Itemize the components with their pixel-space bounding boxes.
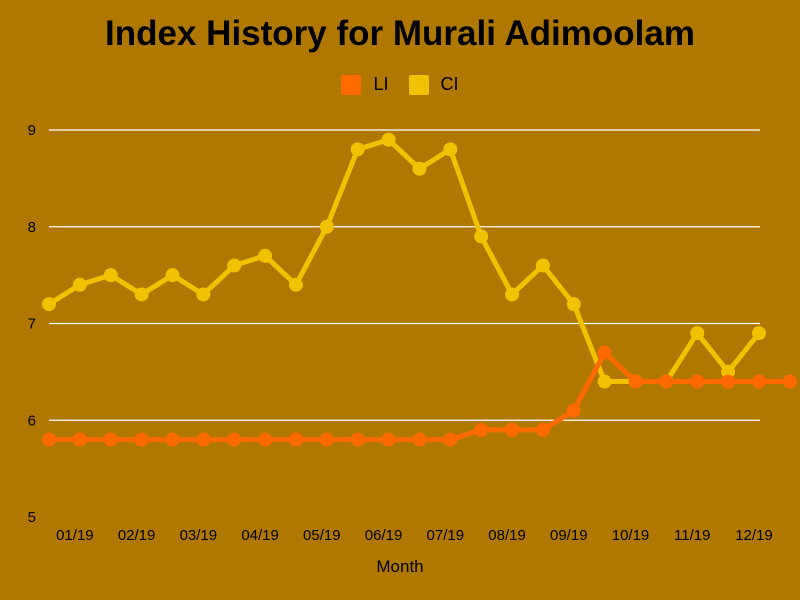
x-tick-label: 03/19 bbox=[180, 527, 218, 544]
data-point-ci bbox=[319, 219, 334, 234]
chart-title: Index History for Murali Adimoolam bbox=[105, 14, 695, 53]
data-point-ci bbox=[690, 326, 705, 341]
y-tick-label: 7 bbox=[28, 316, 36, 333]
data-point-ci bbox=[412, 161, 427, 176]
data-point-li bbox=[319, 432, 334, 447]
data-point-li bbox=[782, 374, 797, 389]
data-point-li bbox=[628, 374, 643, 389]
data-point-li bbox=[134, 432, 149, 447]
data-point-li bbox=[72, 432, 87, 447]
x-tick-label: 01/19 bbox=[56, 527, 94, 544]
data-point-ci bbox=[196, 287, 211, 302]
data-point-ci bbox=[566, 297, 581, 312]
data-point-ci bbox=[505, 287, 520, 302]
legend-label-li: LI bbox=[373, 74, 389, 94]
data-point-li bbox=[505, 422, 520, 437]
data-point-li bbox=[690, 374, 705, 389]
data-point-li bbox=[165, 432, 180, 447]
data-point-li bbox=[258, 432, 273, 447]
data-point-li bbox=[288, 432, 303, 447]
data-point-li bbox=[103, 432, 118, 447]
legend-swatch-ci bbox=[408, 74, 429, 95]
data-point-li bbox=[350, 432, 365, 447]
x-tick-label: 12/19 bbox=[735, 527, 773, 544]
data-point-ci bbox=[258, 248, 273, 263]
data-point-ci bbox=[752, 326, 766, 341]
y-tick-label: 8 bbox=[28, 219, 36, 236]
data-point-ci bbox=[288, 277, 303, 292]
y-tick-label: 6 bbox=[28, 412, 36, 429]
data-point-ci bbox=[350, 142, 365, 157]
data-point-li bbox=[443, 432, 458, 447]
x-tick-label: 07/19 bbox=[427, 527, 465, 544]
data-point-ci bbox=[535, 258, 550, 273]
data-point-ci bbox=[72, 277, 87, 292]
x-tick-label: 09/19 bbox=[550, 527, 588, 544]
x-tick-label: 05/19 bbox=[303, 527, 341, 544]
y-tick-label: 5 bbox=[28, 509, 36, 526]
data-point-li bbox=[535, 422, 550, 437]
data-point-li bbox=[752, 374, 766, 389]
legend-swatch-li bbox=[341, 74, 362, 95]
data-point-li bbox=[474, 422, 489, 437]
y-tick-label: 9 bbox=[28, 122, 36, 139]
legend-label-ci: CI bbox=[440, 74, 459, 94]
data-point-ci bbox=[597, 374, 612, 389]
x-tick-label: 04/19 bbox=[241, 527, 279, 544]
x-tick-label: 02/19 bbox=[118, 527, 156, 544]
x-tick-label: 08/19 bbox=[488, 527, 526, 544]
data-point-ci bbox=[134, 287, 149, 302]
data-point-li bbox=[659, 374, 674, 389]
legend: LI CI bbox=[0, 74, 800, 95]
data-point-li bbox=[597, 345, 612, 360]
data-point-ci bbox=[721, 364, 736, 379]
data-point-ci bbox=[381, 132, 396, 147]
data-point-li bbox=[721, 374, 736, 389]
x-tick-label: 06/19 bbox=[365, 527, 403, 544]
data-point-li bbox=[412, 432, 427, 447]
data-point-ci bbox=[103, 268, 118, 283]
data-point-ci bbox=[474, 229, 489, 244]
data-point-ci bbox=[165, 268, 180, 283]
series-line-ci bbox=[46, 137, 762, 385]
data-point-ci bbox=[227, 258, 242, 273]
data-point-li bbox=[42, 432, 56, 447]
x-axis-label: Month bbox=[376, 557, 423, 576]
legend-item-ci[interactable]: CI bbox=[408, 74, 459, 95]
x-tick-label: 10/19 bbox=[612, 527, 650, 544]
data-point-li bbox=[196, 432, 211, 447]
data-point-li bbox=[227, 432, 242, 447]
data-point-li bbox=[381, 432, 396, 447]
legend-item-li[interactable]: LI bbox=[341, 74, 389, 95]
data-point-li bbox=[566, 403, 581, 418]
data-point-ci bbox=[42, 297, 56, 312]
data-point-ci bbox=[443, 142, 458, 157]
x-tick-label: 11/19 bbox=[674, 527, 710, 544]
